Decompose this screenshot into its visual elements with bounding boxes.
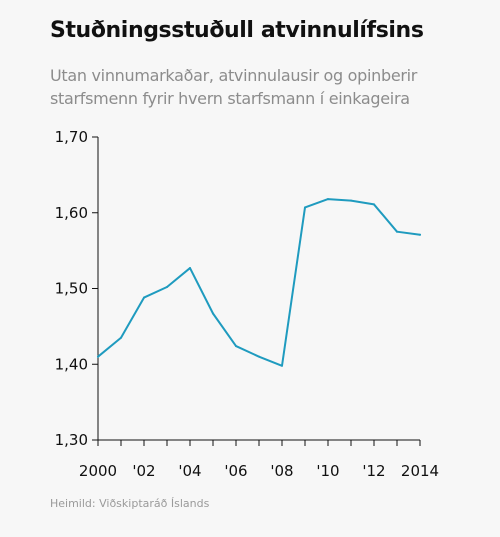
x-tick-label: '12 (362, 462, 385, 480)
series-line (97, 198, 421, 367)
data-point (419, 233, 421, 236)
x-tick-label: 2014 (401, 462, 439, 480)
data-point (189, 267, 191, 270)
data-point (166, 285, 168, 288)
data-point (120, 336, 122, 339)
data-point (143, 296, 145, 299)
chart-subtitle: Utan vinnumarkaðar, atvinnulausir og opi… (50, 66, 418, 108)
x-tick-label: '06 (224, 462, 247, 480)
axes (97, 137, 420, 441)
data-point (396, 230, 398, 233)
x-tick-label: 2000 (79, 462, 117, 480)
y-tick-label: 1,30 (55, 431, 88, 449)
y-tick-label: 1,60 (55, 204, 88, 222)
x-tick-label: '04 (178, 462, 201, 480)
x-tick-label: '02 (132, 462, 155, 480)
x-tick-label: '10 (316, 462, 339, 480)
data-point (350, 199, 352, 202)
series-group (97, 198, 421, 367)
data-point (258, 355, 260, 358)
y-tick-label: 1,50 (55, 280, 88, 298)
ticks: 1,30 1,40 1,50 1,60 1,70 2000 '02 '04 '06 '08 '10 '… (55, 128, 440, 480)
source-note: Heimild: Viðskiptaráð Íslands (50, 497, 210, 510)
data-point (281, 364, 283, 367)
y-tick-label: 1,70 (55, 128, 88, 146)
data-point (235, 345, 237, 348)
data-point (373, 203, 375, 206)
y-tick-label: 1,40 (55, 355, 88, 373)
data-point (304, 206, 306, 209)
x-tick-label: '08 (270, 462, 293, 480)
chart-title: Stuðningsstuðull atvinnulífsins (50, 18, 424, 43)
data-point (327, 198, 329, 201)
data-point (212, 312, 214, 315)
data-point (97, 355, 99, 358)
